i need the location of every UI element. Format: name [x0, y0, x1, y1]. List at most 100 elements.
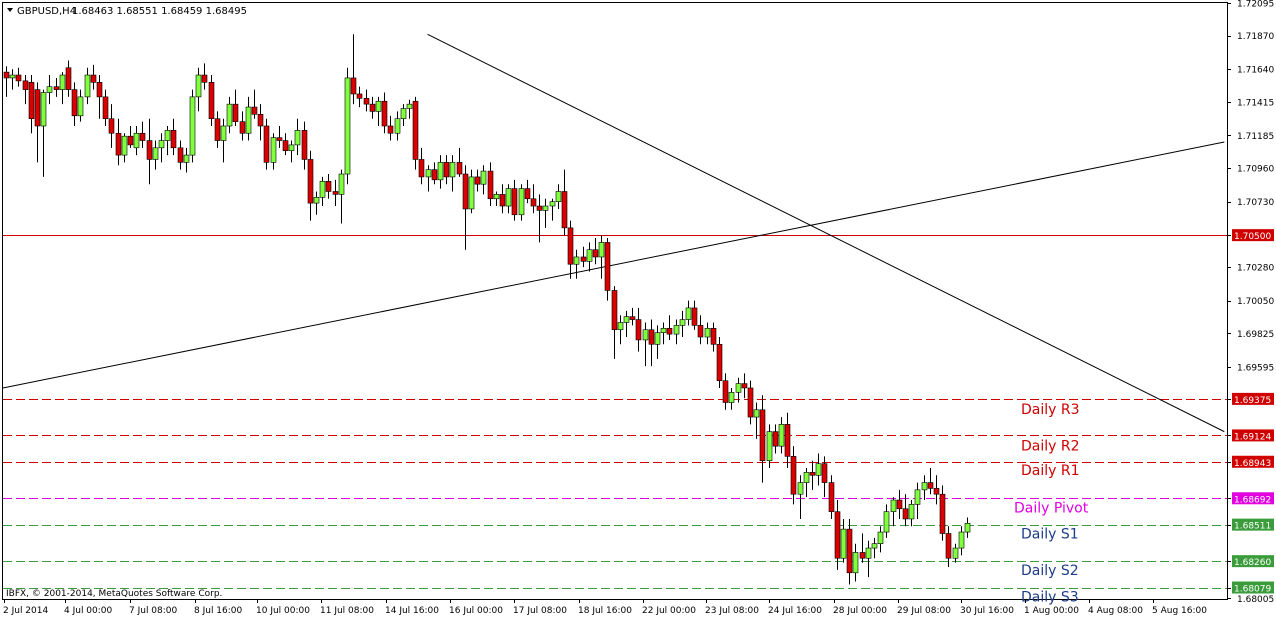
bull-candle: [797, 475, 804, 519]
x-tick-label: 4 Jul 00:00: [64, 606, 113, 616]
bear-candle: [580, 246, 587, 268]
bear-candle: [208, 75, 215, 126]
bear-candle: [214, 111, 221, 148]
candle-body: [183, 154, 190, 163]
candle-body: [865, 547, 872, 559]
bear-candle: [282, 133, 289, 156]
candle-body: [220, 125, 227, 141]
bull-candle: [877, 526, 884, 553]
candle-body: [673, 325, 680, 335]
bear-candle: [177, 140, 184, 170]
candle-body: [332, 191, 339, 195]
candle-body: [623, 316, 630, 323]
y-tick-label: 1.71415: [1237, 98, 1274, 108]
bull-candle: [598, 235, 605, 279]
bull-candle: [425, 165, 432, 192]
bull-candle: [9, 69, 16, 90]
bull-candle: [555, 184, 562, 209]
bear-candle: [239, 111, 246, 141]
bull-candle: [890, 497, 897, 527]
bear-candle: [65, 60, 72, 97]
candle-body: [257, 114, 264, 127]
bull-candle: [573, 249, 580, 279]
bull-candle: [400, 104, 407, 126]
level-label: Daily Pivot: [1014, 500, 1089, 516]
bull-candle: [871, 537, 878, 559]
bull-candle: [121, 133, 128, 163]
candle-body: [952, 547, 959, 559]
candle-body: [896, 499, 903, 510]
bear-candle: [536, 194, 543, 243]
candle-body: [288, 144, 295, 152]
candle-body: [697, 325, 704, 338]
y-tick-label: 1.72095: [1237, 0, 1274, 10]
candle-body: [344, 77, 351, 175]
dropdown-triangle-icon[interactable]: [7, 8, 13, 12]
price-tag-label: 1.68079: [1234, 585, 1271, 595]
candle-body: [567, 227, 574, 265]
candle-body: [828, 482, 835, 512]
bear-candle: [530, 184, 537, 214]
candle-body: [939, 493, 946, 534]
bear-candle: [22, 75, 29, 105]
bull-candle: [344, 67, 351, 185]
bear-candle: [356, 86, 363, 108]
candle-body: [65, 67, 72, 90]
candle-body: [772, 431, 779, 447]
bear-candle: [418, 147, 425, 185]
candle-body: [400, 108, 407, 120]
bull-candle: [189, 89, 196, 163]
bull-candle: [338, 169, 345, 224]
bull-candle: [586, 242, 593, 272]
bear-candle: [363, 89, 370, 112]
candle-body: [387, 125, 394, 134]
x-tick-label: 23 Jul 08:00: [705, 606, 759, 616]
bull-candle: [245, 96, 252, 141]
price-tag-label: 1.70500: [1234, 232, 1271, 242]
bull-candle: [840, 518, 847, 563]
bear-candle: [34, 82, 41, 163]
bull-candle: [164, 125, 171, 156]
bull-candle: [958, 526, 965, 556]
bull-candle: [288, 140, 295, 163]
trendlines: [2, 33, 1225, 433]
candle-body: [728, 392, 735, 403]
bull-candle: [133, 125, 140, 156]
candle-body: [573, 256, 580, 265]
bear-candle: [28, 75, 35, 134]
bull-candle: [766, 424, 773, 469]
x-tick-label: 17 Jul 08:00: [513, 606, 567, 616]
bear-candle: [611, 286, 618, 359]
price-tag-label: 1.68692: [1234, 495, 1271, 505]
bear-candle: [604, 238, 611, 301]
candle-body: [195, 74, 202, 98]
bull-candle: [679, 310, 686, 338]
candle-body: [276, 137, 283, 141]
candle-body: [15, 74, 22, 82]
candle-body: [189, 96, 196, 156]
candle-body: [784, 424, 791, 457]
candle-body: [102, 96, 109, 120]
y-tick-label: 1.69595: [1237, 363, 1274, 373]
candle-body: [679, 319, 686, 326]
candle-body: [604, 242, 611, 291]
bear-candle: [716, 337, 723, 388]
bear-candle: [257, 104, 264, 141]
candle-body: [96, 82, 103, 98]
candle-body: [34, 89, 41, 127]
bull-candle: [673, 319, 680, 345]
candle-body: [958, 531, 965, 549]
y-tick-label: 1.70960: [1237, 165, 1274, 175]
bull-candle: [685, 300, 692, 326]
candle-body: [152, 147, 159, 160]
candle-body: [449, 162, 456, 178]
bull-candle: [77, 89, 84, 122]
x-tick-label: 1 Aug 00:00: [1024, 606, 1079, 616]
bear-candle: [859, 533, 866, 563]
candle-body: [282, 140, 289, 152]
bull-candle: [406, 99, 413, 119]
candle-body: [214, 118, 221, 141]
bear-candle: [108, 104, 115, 148]
candle-body: [834, 511, 841, 559]
